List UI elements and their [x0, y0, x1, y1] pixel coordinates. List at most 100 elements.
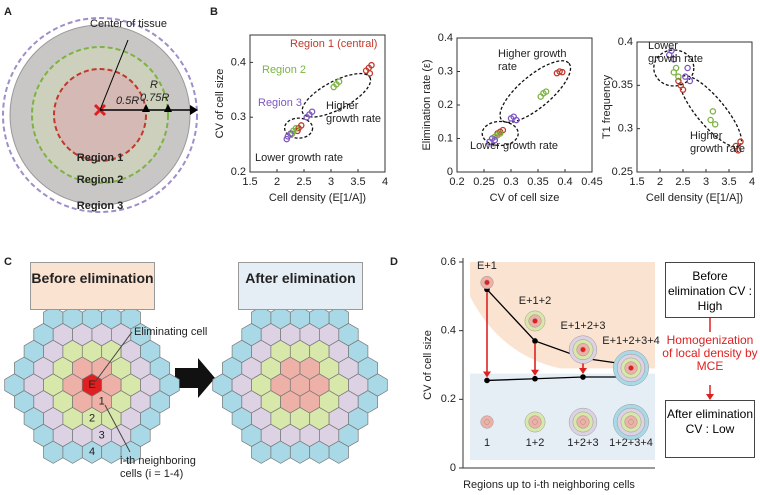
point [679, 86, 687, 93]
region1-boundary [53, 68, 147, 162]
point [709, 108, 717, 115]
tick-05 [142, 104, 150, 112]
point [303, 113, 310, 121]
x-tick-label: 0.25 [473, 176, 494, 188]
after-box: After elimination CV : Low [665, 400, 755, 458]
y-tick-label: 0.2 [231, 166, 246, 178]
point [556, 68, 563, 75]
plot-frame [249, 34, 386, 173]
cluster-icon [532, 318, 538, 324]
before-zone [470, 262, 655, 369]
y-tick-label: 0.4 [618, 36, 633, 48]
y-tick-label: 0 [450, 462, 456, 474]
y-tick-label: 0.25 [612, 166, 633, 178]
y-tick-label: 0 [447, 166, 453, 178]
line [486, 376, 631, 382]
middle-note: Homogenization of local density by MCE [662, 333, 758, 373]
point [734, 147, 742, 154]
point [707, 116, 714, 124]
line [486, 289, 632, 366]
center-pointer [99, 39, 129, 111]
x-axis-label: Regions up to i-th neighboring cells [463, 479, 635, 491]
ring-label: 3 [99, 429, 105, 441]
plot-frame [636, 41, 753, 173]
top-label: E+1 [477, 260, 497, 272]
point [484, 377, 490, 384]
ring-label: 2 [89, 413, 95, 425]
point [335, 78, 343, 85]
x-tick-label: 3 [328, 176, 334, 188]
x-tick-label: 1+2 [526, 437, 545, 449]
annotation: Lower growth rate [470, 140, 559, 152]
y-tick-label: 0.6 [441, 256, 456, 268]
point [580, 374, 586, 380]
y-axis-label: CV of cell size [214, 69, 226, 139]
cluster-icon [484, 279, 490, 286]
cluster-icon [628, 419, 634, 425]
x-tick-label: 0.4 [557, 176, 572, 188]
point [675, 77, 682, 85]
y-tick-label: 0.4 [438, 32, 453, 44]
group-ellipse [283, 117, 314, 139]
before-box: Before elimination CV : High [665, 262, 755, 318]
point [287, 130, 294, 137]
y-tick-label: 0.4 [441, 325, 456, 337]
y-tick-label: 0.3 [618, 123, 633, 135]
x-axis-label: Cell density (E[1/A]) [646, 192, 743, 204]
region-label: Region 3 [77, 200, 123, 212]
cluster-icon [532, 419, 538, 425]
y-tick-label: 0.1 [438, 132, 453, 144]
tick-075 [164, 104, 172, 112]
x-tick-label: 1 [484, 437, 490, 449]
point [737, 138, 744, 145]
point [366, 70, 374, 77]
hex-cell [159, 373, 180, 397]
x-tick-label: 3 [703, 176, 709, 188]
point [496, 130, 504, 137]
arrow-head [579, 368, 587, 375]
y-tick-label: 0.3 [231, 111, 246, 123]
annotation: Higher growth rate [690, 130, 746, 155]
outer-boundary [2, 17, 198, 213]
eliminating-label: Eliminating cell [134, 326, 207, 338]
transition-arrow [175, 358, 215, 398]
point [682, 73, 689, 80]
x-tick-label: 2.5 [296, 176, 311, 188]
x-tick-label: 1.5 [242, 176, 257, 188]
top-label: E+1+2 [519, 295, 551, 307]
y-tick-label: 0.2 [438, 99, 453, 111]
radius-label: R [150, 79, 158, 91]
center-cell-label: E [88, 379, 95, 391]
hex-cell [367, 373, 388, 397]
ring-label: 1 [99, 396, 105, 408]
point [513, 116, 520, 124]
y-tick-label: 0.2 [441, 393, 456, 405]
connector-head [706, 394, 714, 400]
ring-label: 4 [89, 446, 95, 458]
point [670, 69, 678, 76]
x-tick-label: 0.45 [581, 176, 602, 188]
point [670, 56, 678, 63]
cluster-icon [628, 365, 634, 371]
point [532, 338, 538, 344]
point [686, 77, 694, 85]
point [532, 375, 538, 382]
point [368, 61, 375, 69]
x-axis-label: Cell density (E[1/A]) [269, 192, 366, 204]
cluster-icon [484, 419, 490, 425]
y-tick-label: 0.4 [231, 56, 246, 68]
y-axis-label: CV of cell size [422, 330, 434, 400]
x-tick-label: 1+2+3+4 [609, 437, 653, 449]
region-label: Region 1 [77, 152, 123, 164]
panel-label: D [390, 256, 398, 268]
top-label: E+1+2+3 [561, 320, 606, 332]
annotation: Region 1 (central) [290, 38, 378, 50]
x-tick-label: 0.2 [449, 176, 464, 188]
x-tick-label: 3.5 [721, 176, 736, 188]
point [711, 121, 719, 128]
group-ellipse [301, 72, 372, 118]
annotation: Region 3 [258, 97, 303, 109]
annotation: Lower growth rate [255, 152, 344, 164]
